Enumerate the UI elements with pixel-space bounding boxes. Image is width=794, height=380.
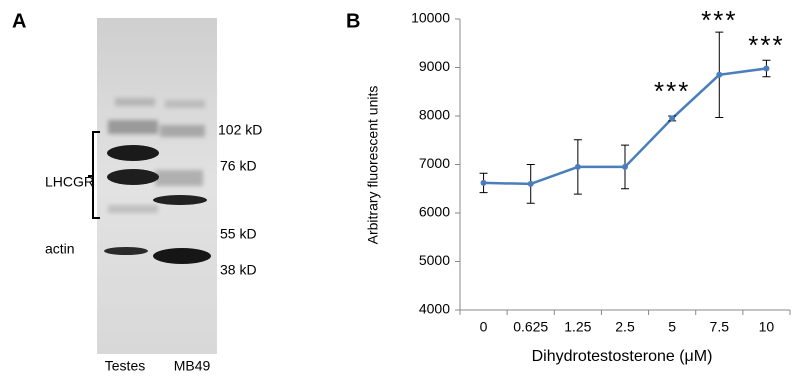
point — [528, 181, 534, 187]
y-tick-label: 7000 — [419, 155, 450, 171]
y-tick-label: 6000 — [419, 204, 450, 220]
band-label: LHCGR — [45, 174, 94, 190]
x-tick-label: 5 — [668, 319, 676, 335]
point — [763, 65, 769, 71]
y-tick-label: 4000 — [419, 301, 450, 317]
figure: A B LHCGR actin 102 kD 76 kD 55 kD 38 kD… — [0, 0, 794, 380]
y-axis-label: Arbitrary fluorescent units — [365, 86, 381, 245]
panel-label: A — [12, 10, 26, 32]
y-tick-label: 8000 — [419, 107, 450, 123]
x-tick-label: 10 — [759, 319, 775, 335]
point — [622, 164, 628, 170]
lane-label: MB49 — [174, 358, 211, 374]
annotation: *** — [748, 30, 784, 60]
band-label: actin — [45, 241, 75, 257]
x-tick-label: 0.625 — [513, 319, 548, 335]
annotation: *** — [701, 5, 737, 35]
annotation: *** — [654, 76, 690, 106]
chart: Arbitrary fluorescent units Dihydrotesto… — [365, 5, 790, 365]
marker-label: 102 kD — [218, 122, 262, 138]
y-tick-label: 5000 — [419, 252, 450, 268]
panel-label: B — [346, 10, 360, 32]
x-tick-label: 2.5 — [615, 319, 635, 335]
x-tick-label: 7.5 — [710, 319, 730, 335]
y-tick-label: 9000 — [419, 58, 450, 74]
blot — [88, 18, 217, 354]
point — [669, 115, 675, 121]
y-tick-label: 10000 — [411, 10, 450, 26]
lane-label: Testes — [105, 358, 145, 374]
x-axis-label: Dihydrotestosterone (μM) — [532, 348, 713, 365]
x-tick-label: 0 — [480, 319, 488, 335]
marker-label: 55 kD — [220, 226, 257, 242]
x-tick-label: 1.25 — [564, 319, 591, 335]
point — [716, 72, 722, 78]
point — [575, 164, 581, 170]
marker-label: 38 kD — [220, 262, 257, 278]
point — [481, 180, 487, 186]
marker-label: 76 kD — [220, 158, 257, 174]
